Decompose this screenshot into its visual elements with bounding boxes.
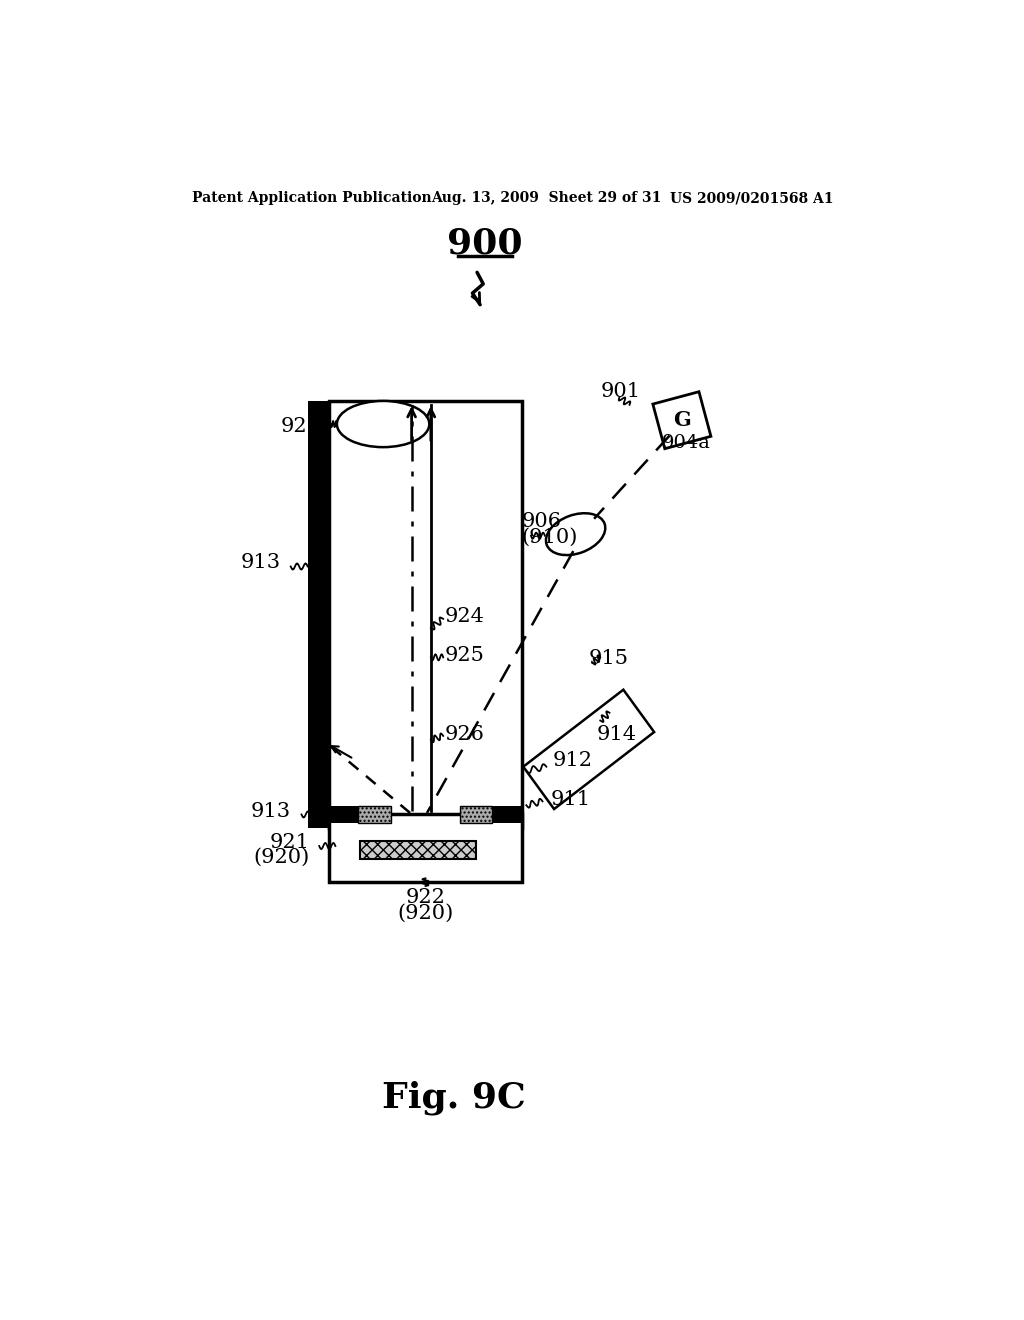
Text: 900: 900	[446, 226, 522, 260]
Polygon shape	[653, 392, 711, 449]
Text: Fig. 9C: Fig. 9C	[382, 1081, 526, 1115]
Text: 923: 923	[281, 417, 321, 436]
Text: 901: 901	[600, 383, 640, 401]
Text: 911: 911	[550, 789, 590, 809]
Ellipse shape	[546, 513, 605, 556]
Text: 906: 906	[521, 512, 562, 532]
Text: 915: 915	[589, 649, 629, 668]
Text: 912: 912	[553, 751, 593, 770]
Bar	[330, 401, 521, 829]
Text: Patent Application Publication: Patent Application Publication	[193, 191, 432, 206]
Bar	[330, 807, 358, 822]
Bar	[358, 807, 391, 822]
Polygon shape	[523, 689, 654, 809]
Bar	[330, 814, 521, 882]
Bar	[493, 807, 521, 822]
Text: 922: 922	[406, 888, 445, 907]
Ellipse shape	[337, 401, 429, 447]
Text: 914: 914	[596, 725, 636, 744]
Bar	[307, 401, 330, 829]
Text: G: G	[673, 411, 691, 430]
Bar	[460, 807, 493, 822]
Text: Aug. 13, 2009  Sheet 29 of 31: Aug. 13, 2009 Sheet 29 of 31	[431, 191, 662, 206]
Text: 913: 913	[251, 801, 291, 821]
Bar	[360, 841, 475, 859]
Text: 925: 925	[444, 645, 484, 664]
Text: 921: 921	[269, 833, 309, 851]
Text: 913: 913	[241, 553, 281, 572]
Text: 904a: 904a	[662, 434, 711, 453]
Text: 924: 924	[444, 607, 484, 626]
Text: (920): (920)	[253, 847, 309, 867]
Text: 926: 926	[444, 725, 484, 744]
Text: (920): (920)	[397, 903, 454, 923]
Text: (910): (910)	[521, 528, 579, 546]
Text: US 2009/0201568 A1: US 2009/0201568 A1	[670, 191, 834, 206]
